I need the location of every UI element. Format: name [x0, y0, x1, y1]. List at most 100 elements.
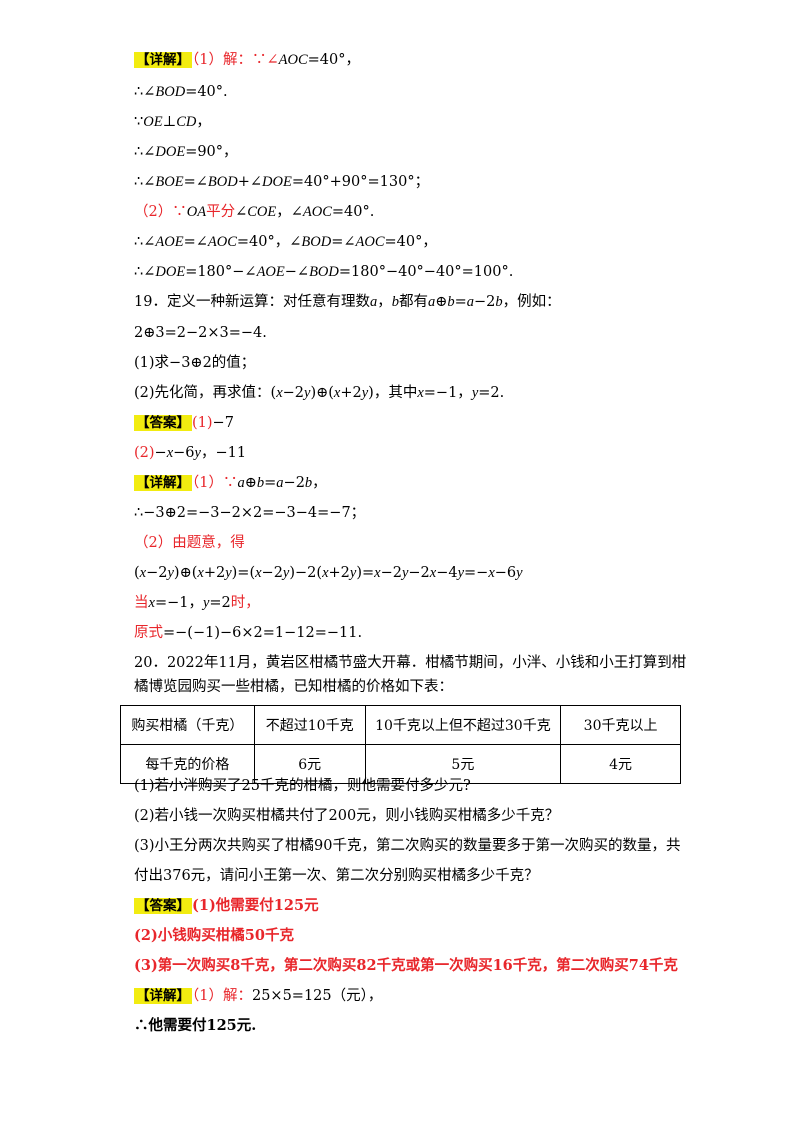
- text-segment: （1）解：: [192, 988, 252, 1004]
- table-row: 每千克的价格 6元 5元 4元: [120, 744, 681, 784]
- text-segment: −2: [261, 565, 283, 581]
- text-line: ∴∠DOE=90°，: [134, 142, 238, 162]
- text-segment: =40°.: [331, 204, 375, 220]
- text-segment: =40°，: [384, 234, 437, 250]
- text-segment: AOC: [302, 204, 332, 220]
- text-segment: ，: [377, 294, 392, 310]
- section-badge: 【答案】: [134, 898, 192, 914]
- text-line: 当x=−1，y=2时，: [134, 593, 260, 613]
- text-line: (x−2y)⊕(x+2y)=(x−2y)−2(x+2y)=x−2y−2x−4y=…: [134, 563, 523, 583]
- table-header-cell: 不超过10千克: [253, 705, 366, 745]
- text-segment: y: [194, 445, 201, 461]
- text-segment: −2: [283, 475, 305, 491]
- text-segment: )⊕(: [310, 385, 334, 401]
- text-segment: =−: [464, 565, 489, 581]
- price-table: 购买柑橘（千克） 不超过10千克 10千克以上但不超过30千克 30千克以上 每…: [120, 705, 681, 784]
- text-segment: ，−11: [200, 445, 247, 461]
- text-segment: y: [457, 565, 464, 581]
- text-segment: x: [488, 565, 495, 581]
- text-line: ∵OE⊥CD，: [134, 112, 211, 132]
- text-segment: (3)小王分两次共购买了柑橘90千克，第二次购买的数量要多于第一次购买的数量，共: [134, 838, 681, 854]
- text-segment: b: [256, 475, 265, 491]
- text-segment: =180°−∠: [185, 264, 257, 280]
- text-segment: BOE: [155, 174, 184, 190]
- text-segment: y: [167, 565, 174, 581]
- text-segment: （1）解：∵∠: [192, 52, 279, 68]
- text-segment: x: [166, 445, 174, 461]
- text-segment: x: [148, 595, 155, 611]
- text-segment: −6: [494, 565, 517, 581]
- text-segment: ，∠: [276, 204, 303, 220]
- text-segment: ∴他需要付125元.: [134, 1017, 257, 1034]
- table-cell: 4元: [560, 744, 681, 784]
- text-segment: ∴∠: [134, 144, 156, 160]
- text-segment: (3)第一次购买8千克，第二次购买82千克或第一次购买16千克，第二次购买74千…: [134, 957, 678, 974]
- text-segment: ，: [312, 475, 327, 491]
- text-segment: 25×5=125（元），: [251, 988, 383, 1004]
- section-badge: 【详解】: [134, 988, 192, 1004]
- text-line: 【详解】 （1）解：∵∠AOC=40°，: [134, 50, 360, 70]
- text-line: 原式=−(−1)−6×2=1−12=−11.: [134, 623, 362, 643]
- text-segment: )−2(: [289, 565, 323, 581]
- text-line: ∴∠DOE=180°−∠AOE−∠BOD=180°−40°−40°=100°.: [134, 262, 513, 282]
- text-segment: =2: [209, 595, 231, 611]
- text-segment: b: [447, 294, 455, 310]
- text-segment: DOE: [155, 264, 186, 280]
- text-segment: (1)求−3⊕2的值；: [134, 355, 256, 371]
- text-segment: BOD: [155, 84, 186, 100]
- text-segment: −7: [212, 415, 234, 431]
- text-line: 【详解】 （1）∵a⊕b=a−2b，: [134, 473, 327, 493]
- text-segment: x: [255, 565, 262, 581]
- text-segment: (: [134, 565, 140, 581]
- text-segment: ∠: [235, 204, 248, 220]
- text-segment: −4: [436, 565, 458, 581]
- text-segment: −2: [408, 565, 430, 581]
- text-segment: +2: [340, 385, 362, 401]
- text-segment: x: [322, 565, 329, 581]
- text-segment: a: [466, 294, 475, 310]
- text-segment: x: [333, 385, 341, 401]
- text-line: （2）由题意，得: [134, 533, 245, 553]
- text-segment: ∵: [134, 114, 144, 130]
- text-line: (1)求−3⊕2的值；: [134, 353, 255, 373]
- table-header-cell: 购买柑橘（千克）: [120, 705, 255, 745]
- text-segment: 平分: [206, 204, 236, 220]
- text-segment: y: [304, 385, 311, 401]
- text-segment: −6: [173, 445, 195, 461]
- text-segment: ∴∠: [134, 84, 156, 100]
- text-segment: (2): [134, 445, 155, 461]
- text-segment: =90°，: [185, 144, 238, 160]
- text-segment: 19．定义一种新运算：对任意有理数: [134, 294, 370, 310]
- text-segment: a: [237, 475, 245, 491]
- text-segment: =180°−40°−40°=100°.: [338, 264, 514, 280]
- table-cell: 5元: [364, 744, 562, 784]
- text-segment: ∴∠: [134, 174, 156, 190]
- text-segment: （1）∵: [192, 475, 238, 491]
- text-segment: =∠: [331, 234, 356, 250]
- text-segment: −2: [146, 565, 168, 581]
- text-segment: =2.: [478, 385, 505, 401]
- table-cell: 6元: [253, 744, 366, 784]
- text-segment: +2: [203, 565, 226, 581]
- text-segment: BOD: [207, 174, 238, 190]
- text-line: ∴他需要付125元.: [134, 1016, 256, 1036]
- text-segment: (1)他需要付125元: [192, 897, 319, 914]
- text-segment: y: [349, 565, 357, 581]
- text-segment: y: [516, 565, 523, 581]
- text-line: （2）∵OA平分∠COE，∠AOC=40°.: [134, 202, 374, 222]
- text-segment: )⊕(: [173, 565, 198, 581]
- text-segment: 橘博览园购买一些柑橘，已知柑橘的价格如下表：: [134, 679, 453, 695]
- text-segment: ∴∠: [134, 264, 156, 280]
- text-segment: y: [361, 385, 369, 401]
- text-segment: =−1，: [154, 595, 203, 611]
- text-segment: BOD: [309, 264, 339, 280]
- text-line: 20．2022年11月，黄岩区柑橘节盛大开幕．柑橘节期间，小泮、小钱和小王打算到…: [134, 653, 686, 673]
- text-segment: （2）由题意，得: [134, 535, 245, 551]
- table-cell: 每千克的价格: [120, 744, 255, 784]
- text-segment: AOE: [256, 264, 285, 280]
- section-badge: 【详解】: [134, 475, 192, 491]
- text-segment: x: [139, 565, 147, 581]
- text-segment: −∠: [284, 264, 310, 280]
- table-header-cell: 30千克以上: [560, 705, 681, 745]
